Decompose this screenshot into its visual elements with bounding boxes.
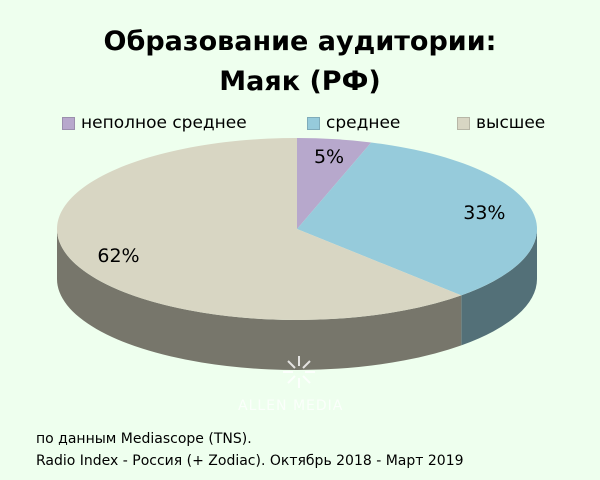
pie-slice-1 <box>297 142 538 296</box>
pie-slice-label-0: 5% <box>314 146 344 168</box>
chart-title-line-2: Маяк (РФ) <box>219 66 381 97</box>
pie-slice-2 <box>57 138 462 320</box>
legend-swatch <box>457 116 470 130</box>
pie-slice-label-2: 62% <box>97 245 139 267</box>
legend-swatch <box>307 116 320 130</box>
pie-side <box>57 229 537 371</box>
legend-item-incomplete-secondary: неполное среднее <box>62 113 247 133</box>
source-note: по данным Mediascope (TNS). Radio Index … <box>36 428 464 472</box>
pie-top <box>57 138 538 320</box>
legend-label: среднее <box>326 113 401 133</box>
star-burst-icon <box>283 356 315 388</box>
legend-swatch <box>62 116 75 130</box>
chart-title: Образование аудитории: Маяк (РФ) <box>0 22 600 102</box>
source-line-1: по данным Mediascope (TNS). <box>36 431 252 447</box>
pie-side-2 <box>57 229 462 371</box>
chart-title-line-1: Образование аудитории: <box>103 26 497 57</box>
legend-item-higher: высшее <box>457 113 545 133</box>
pie-side-1 <box>461 229 537 346</box>
legend-label: неполное среднее <box>81 113 247 133</box>
legend-item-secondary: среднее <box>307 113 400 133</box>
source-line-2: Radio Index - Россия (+ Zodiac). Октябрь… <box>36 453 464 469</box>
pie-slice-label-1: 33% <box>463 202 505 224</box>
pie-labels: 5% 33% 62% <box>97 146 505 267</box>
legend: неполное среднее среднее высшее <box>0 113 600 137</box>
pie-slice-0 <box>297 138 372 229</box>
watermark-text: ALLEN MEDIA <box>238 398 344 414</box>
legend-label: высшее <box>476 113 546 133</box>
